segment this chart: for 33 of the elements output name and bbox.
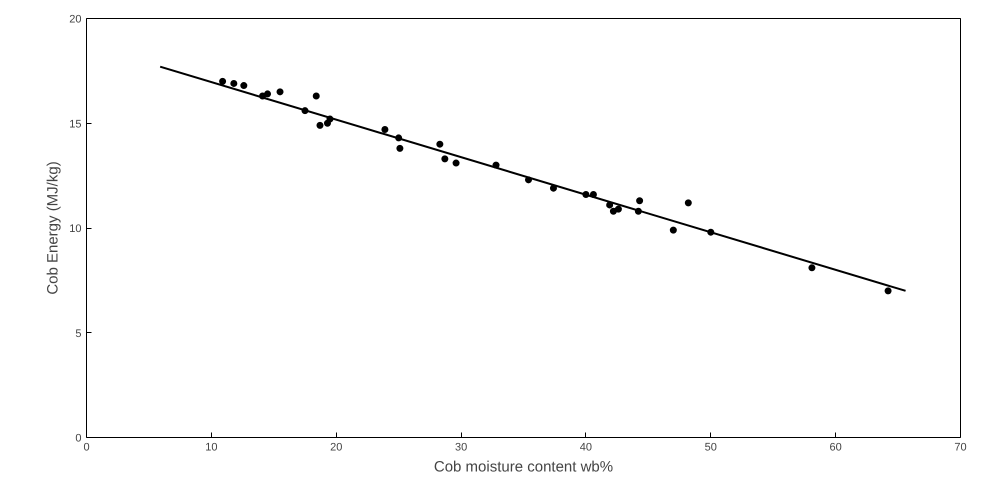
point xyxy=(381,126,388,134)
y-axis-title: Cob Energy (MJ/kg) xyxy=(44,161,62,295)
point xyxy=(884,287,892,294)
y-tick-label: 15 xyxy=(69,118,82,130)
point xyxy=(441,155,448,162)
point xyxy=(808,264,816,272)
point xyxy=(276,88,284,96)
point xyxy=(614,206,622,213)
x-tick-label: 10 xyxy=(205,442,218,454)
point xyxy=(312,92,320,100)
point xyxy=(636,197,644,204)
x-tick-label: 20 xyxy=(330,442,342,454)
x-tick-label: 70 xyxy=(954,442,967,454)
x-tick-label: 30 xyxy=(454,442,468,454)
x-tick-label: 0 xyxy=(83,442,90,454)
point xyxy=(436,140,444,148)
point xyxy=(396,144,404,152)
x-tick-label: 40 xyxy=(580,442,592,454)
point xyxy=(670,226,677,234)
point xyxy=(230,80,238,87)
point xyxy=(316,122,324,129)
point xyxy=(684,199,692,206)
y-tick-label: 10 xyxy=(69,223,82,235)
point xyxy=(452,160,460,167)
y-tick-label: 0 xyxy=(75,432,82,444)
point xyxy=(240,82,248,90)
x-tick-label: 50 xyxy=(704,442,717,454)
x-tick-label: 60 xyxy=(830,442,842,454)
x-axis-title: Cob moisture content wb% xyxy=(434,458,614,476)
y-tick-label: 5 xyxy=(75,328,82,340)
point xyxy=(264,90,272,98)
y-tick-label: 20 xyxy=(69,14,82,26)
point xyxy=(219,78,226,85)
